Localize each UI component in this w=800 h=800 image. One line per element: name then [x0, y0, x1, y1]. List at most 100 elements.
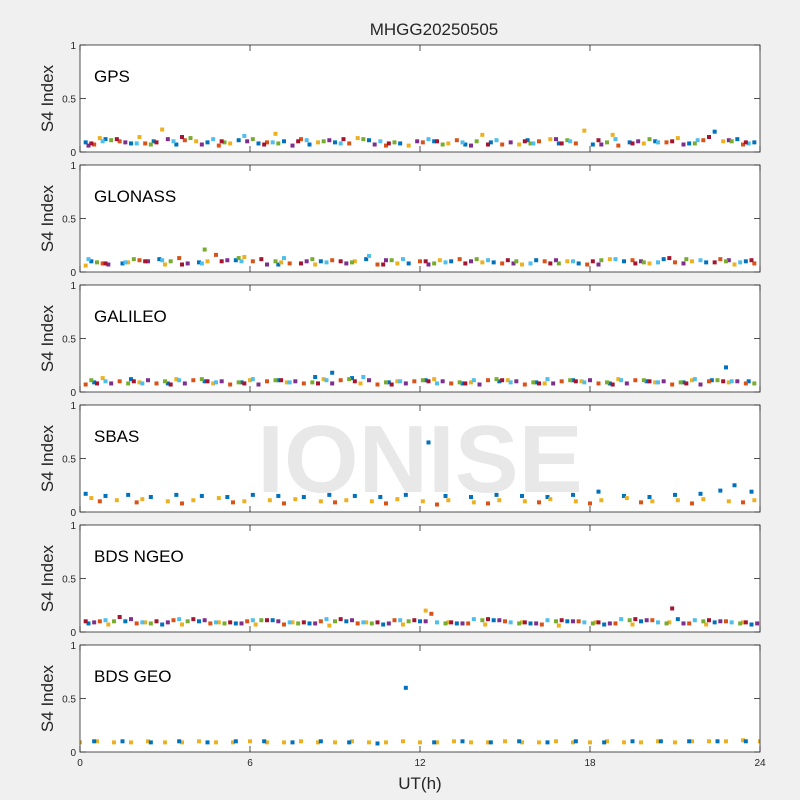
data-point: [369, 621, 374, 626]
data-point: [596, 262, 601, 267]
data-point: [681, 380, 686, 385]
data-point: [471, 500, 476, 505]
data-point: [338, 259, 343, 264]
data-point: [401, 739, 405, 744]
data-point: [282, 139, 286, 144]
data-point: [534, 621, 539, 626]
data-point: [386, 380, 391, 385]
data-point: [188, 136, 193, 141]
data-point: [698, 382, 703, 387]
data-point: [347, 141, 352, 146]
data-point: [279, 378, 284, 383]
subplot-bds-geo: 0 6 12 18 24 0 0.5 1 S4 Index BDS GEO: [38, 641, 766, 769]
data-point: [480, 618, 485, 623]
data-point: [420, 499, 425, 504]
data-point: [375, 382, 380, 387]
data-point: [129, 377, 133, 382]
data-point: [256, 382, 261, 387]
data-point: [225, 495, 230, 500]
data-point: [395, 379, 400, 384]
data-point: [525, 138, 530, 143]
data-point: [449, 620, 454, 625]
data-point: [622, 493, 626, 498]
x-tick-label: 0: [77, 758, 83, 769]
data-point: [675, 498, 680, 503]
data-point: [500, 261, 505, 266]
x-tick-label: 24: [754, 758, 766, 769]
data-point: [469, 143, 473, 148]
data-point: [199, 261, 204, 266]
data-point: [435, 502, 439, 507]
data-point: [537, 740, 541, 745]
data-point: [214, 620, 218, 625]
data-point: [112, 740, 116, 745]
data-point: [361, 375, 366, 380]
data-point: [236, 138, 241, 143]
data-point: [508, 140, 513, 145]
data-point: [97, 619, 102, 624]
data-point: [718, 257, 723, 262]
data-point: [505, 378, 510, 383]
data-point: [245, 619, 250, 624]
y-tick-label: 1: [70, 401, 76, 412]
data-point: [435, 740, 439, 745]
data-point: [500, 378, 505, 383]
data-point: [755, 621, 760, 626]
data-point: [460, 621, 465, 626]
data-point: [180, 501, 184, 506]
data-point: [341, 137, 346, 142]
data-point: [443, 621, 448, 626]
data-point: [236, 380, 241, 385]
data-point: [287, 620, 292, 625]
subplot-galileo: 0 0.5 1 S4 Index GALILEO: [38, 281, 761, 399]
data-point: [432, 377, 437, 382]
data-point: [83, 491, 88, 496]
data-point: [732, 262, 737, 267]
data-point: [670, 139, 675, 144]
data-point: [375, 741, 380, 746]
data-point: [435, 620, 439, 625]
data-point: [457, 380, 462, 385]
data-point: [707, 379, 711, 384]
data-point: [117, 139, 122, 144]
data-point: [758, 739, 760, 744]
data-point: [214, 380, 218, 385]
data-point: [454, 138, 459, 143]
data-point: [395, 497, 400, 502]
data-point: [610, 132, 615, 137]
data-point: [695, 138, 700, 143]
data-point: [126, 260, 131, 265]
data-point: [630, 258, 635, 263]
data-point: [282, 622, 286, 627]
data-point: [83, 619, 88, 624]
data-point: [182, 381, 187, 386]
data-point: [599, 498, 604, 503]
data-point: [412, 379, 417, 384]
data-point: [299, 739, 303, 744]
data-point: [333, 140, 337, 145]
data-point: [137, 258, 142, 263]
data-point: [505, 258, 510, 263]
data-point: [548, 261, 553, 266]
data-point: [681, 621, 686, 626]
data-point: [539, 622, 544, 627]
data-point: [347, 740, 352, 745]
data-point: [350, 260, 354, 265]
data-point: [738, 621, 743, 626]
panel-label: GPS: [94, 67, 130, 86]
data-point: [477, 382, 482, 387]
data-point: [641, 260, 646, 265]
data-point: [469, 495, 473, 500]
data-point: [129, 141, 133, 146]
data-point: [741, 738, 745, 743]
data-point: [197, 739, 201, 744]
data-point: [743, 620, 748, 625]
data-point: [528, 261, 533, 266]
panel-label: BDS GEO: [94, 667, 171, 686]
y-tick-label: 1: [70, 41, 76, 52]
data-point: [588, 501, 592, 506]
data-point: [248, 378, 252, 383]
data-point: [131, 257, 136, 262]
data-point: [154, 140, 159, 145]
data-point: [239, 621, 244, 626]
